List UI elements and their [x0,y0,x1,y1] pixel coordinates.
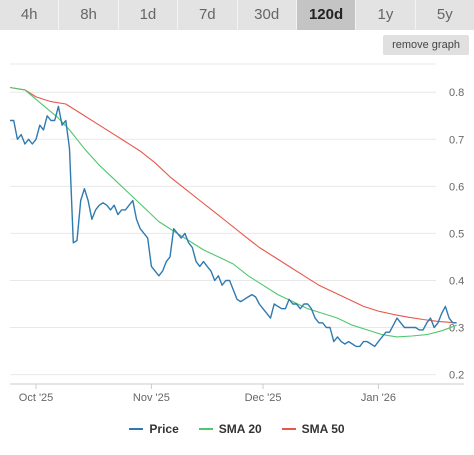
y-tick-label: 0.5 [449,228,464,240]
range-tab-1y[interactable]: 1y [356,0,416,30]
y-tick-label: 0.8 [449,87,464,99]
legend-item-sma50[interactable]: SMA 50 [281,422,345,436]
x-tick-label: Nov '25 [133,392,170,404]
range-tab-1d[interactable]: 1d [118,0,179,30]
legend-swatch-sma50 [281,428,296,430]
y-tick-label: 0.7 [449,134,464,146]
y-tick-label: 0.3 [449,323,464,335]
range-tab-30d[interactable]: 30d [237,0,297,30]
grid [10,63,436,376]
remove-graph-button[interactable]: remove graph [383,35,469,55]
legend-swatch-price [129,428,144,430]
y-tick-label: 0.6 [449,181,464,193]
series-line-sma50 [9,86,457,324]
legend-item-sma20[interactable]: SMA 20 [198,422,262,436]
range-tab-120d[interactable]: 120d [296,0,357,30]
series [9,86,457,348]
legend-label-sma50: SMA 50 [301,422,345,436]
price-chart: 0.2 0.3 0.4 0.5 0.6 0.7 0.8 Oct '25 Nov '25 Dec '… [9,63,464,404]
legend-label-price: Price [149,422,179,436]
time-range-selector: 4h 8h 1d 7d 30d 120d 1y 5y [0,0,474,30]
x-tick-label: Oct '25 [19,392,54,404]
range-tab-7d[interactable]: 7d [178,0,238,30]
legend-item-price[interactable]: Price [129,422,179,436]
range-tab-5y[interactable]: 5y [415,0,474,30]
y-tick-label: 0.4 [449,275,464,287]
legend-swatch-sma20 [198,428,213,430]
axes: 0.2 0.3 0.4 0.5 0.6 0.7 0.8 Oct '25 Nov '25 Dec '… [10,87,464,404]
legend-label-sma20: SMA 20 [218,422,262,436]
series-line-sma20 [9,86,457,338]
x-tick-label: Jan '26 [361,392,396,404]
range-tab-8h[interactable]: 8h [59,0,119,30]
series-line-price [10,105,457,348]
range-tab-4h[interactable]: 4h [0,0,60,30]
y-tick-label: 0.2 [449,370,464,382]
x-tick-label: Dec '25 [245,392,282,404]
chart-legend: Price SMA 20 SMA 50 [0,418,474,440]
